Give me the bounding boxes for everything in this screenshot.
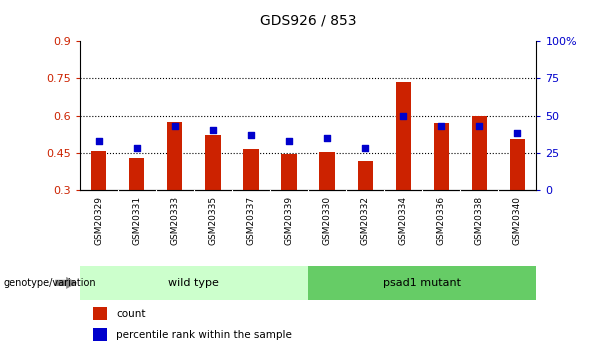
Bar: [93, 307, 107, 320]
Point: [208, 128, 218, 133]
Bar: [205, 135, 221, 190]
Text: GSM20339: GSM20339: [284, 196, 294, 245]
Bar: [471, 116, 487, 190]
Bar: [308, 266, 536, 300]
Bar: [91, 151, 106, 190]
Text: GSM20330: GSM20330: [322, 196, 332, 245]
Text: GSM20333: GSM20333: [170, 196, 180, 245]
Bar: [395, 82, 411, 190]
Text: GSM20335: GSM20335: [208, 196, 218, 245]
Bar: [433, 123, 449, 190]
Point: [322, 135, 332, 141]
Point: [512, 131, 522, 136]
Text: genotype/variation: genotype/variation: [3, 278, 96, 288]
Bar: [510, 139, 525, 190]
Text: GDS926 / 853: GDS926 / 853: [260, 13, 356, 28]
Text: percentile rank within the sample: percentile rank within the sample: [116, 330, 292, 340]
Text: count: count: [116, 309, 146, 318]
Bar: [80, 266, 308, 300]
Point: [436, 123, 446, 129]
Text: GSM20340: GSM20340: [513, 196, 522, 245]
Text: GSM20332: GSM20332: [360, 196, 370, 245]
Point: [360, 146, 370, 151]
Text: GSM20331: GSM20331: [132, 196, 141, 245]
Point: [132, 146, 142, 151]
Text: GSM20336: GSM20336: [436, 196, 446, 245]
Point: [94, 138, 104, 144]
Point: [474, 123, 484, 129]
Text: GSM20338: GSM20338: [475, 196, 484, 245]
Bar: [243, 149, 259, 190]
Bar: [129, 158, 145, 190]
Point: [246, 132, 256, 138]
Bar: [281, 155, 297, 190]
Text: GSM20329: GSM20329: [94, 196, 103, 245]
Bar: [357, 160, 373, 190]
Point: [170, 123, 180, 129]
Bar: [167, 122, 183, 190]
Text: wild type: wild type: [169, 278, 219, 288]
Text: psad1 mutant: psad1 mutant: [383, 278, 461, 288]
Text: GSM20337: GSM20337: [246, 196, 256, 245]
Text: GSM20334: GSM20334: [398, 196, 408, 245]
Bar: [93, 328, 107, 342]
Bar: [319, 152, 335, 190]
Point: [284, 138, 294, 144]
Point: [398, 113, 408, 118]
